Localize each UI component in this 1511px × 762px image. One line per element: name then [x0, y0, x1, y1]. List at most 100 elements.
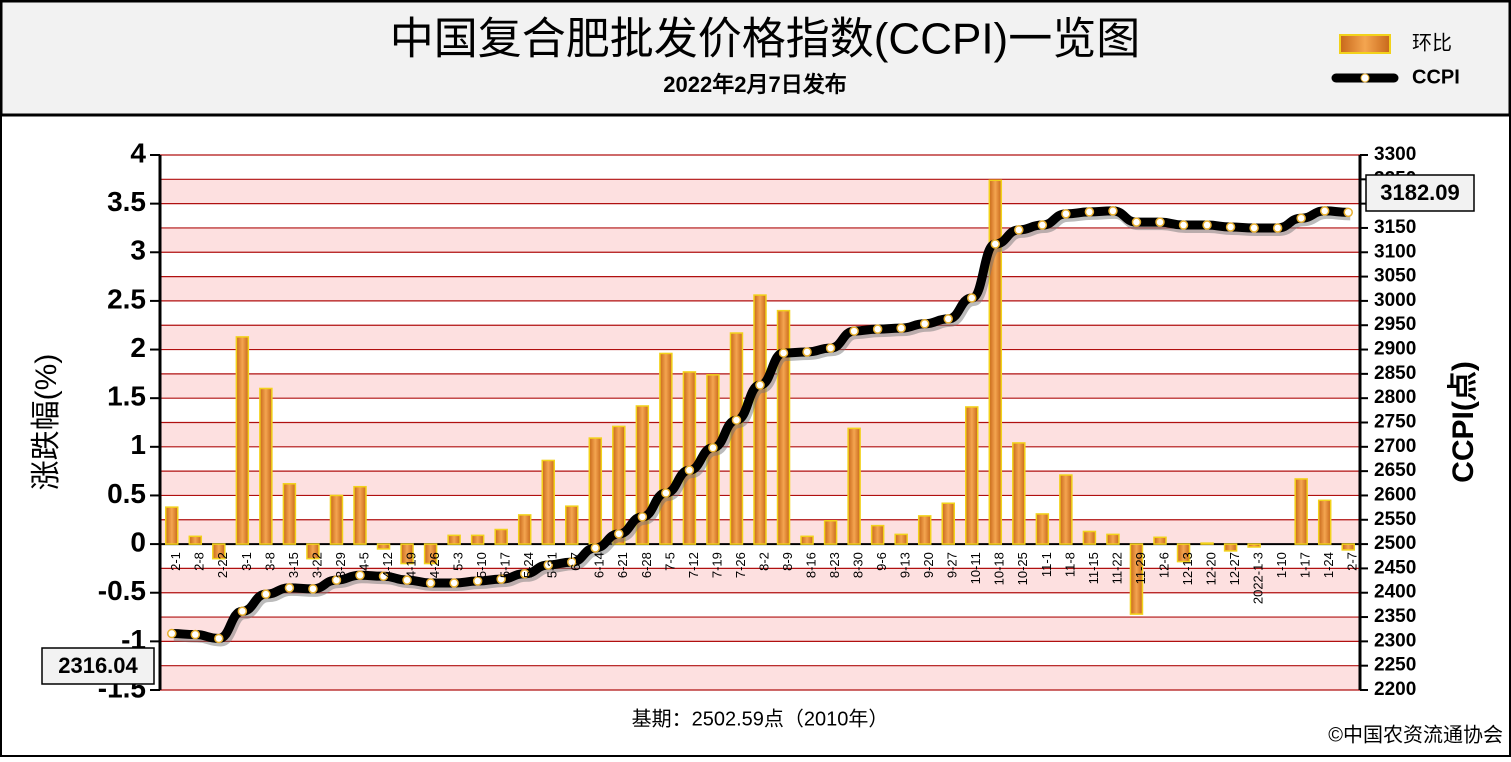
bar [1129, 543, 1144, 615]
y-tick-label: 0 [130, 526, 146, 557]
x-tick-label: 3-1 [239, 552, 254, 571]
bar [588, 437, 603, 545]
y2-tick-label: 2750 [1374, 412, 1416, 433]
ccpi-point [1249, 223, 1259, 233]
ccpi-point [661, 488, 671, 498]
ccpi-point [755, 380, 765, 390]
legend-swatch [1339, 34, 1391, 54]
bar [870, 524, 885, 545]
y-tick-label: 1 [130, 429, 146, 460]
y2-tick-label: 2250 [1374, 655, 1416, 676]
source: ©中国农资流通协会 [1328, 723, 1503, 746]
bar [1200, 542, 1214, 545]
ccpi-point [237, 606, 248, 616]
x-tick-label: 4-12 [380, 552, 395, 578]
bar [353, 485, 367, 545]
ccpi-point [425, 578, 436, 588]
x-tick-label: 6-14 [592, 552, 607, 578]
y-tick-label: 3.5 [107, 186, 146, 217]
x-tick-label: 4-26 [427, 552, 442, 578]
ccpi-point [543, 560, 553, 570]
y2-tick-label: 2950 [1374, 314, 1416, 335]
x-tick-label: 10-25 [1015, 552, 1030, 585]
ccpi-point [778, 348, 789, 358]
ccpi-point [402, 575, 412, 585]
y2-tick-label: 2600 [1374, 484, 1416, 505]
y2-tick-label: 3050 [1374, 266, 1416, 287]
x-tick-label: 6-28 [639, 552, 654, 578]
bar [659, 352, 673, 545]
x-tick-label: 7-5 [662, 552, 677, 571]
ccpi-point [1155, 217, 1165, 227]
bar [941, 502, 955, 545]
ccpi-point [284, 583, 295, 593]
x-tick-label: 5-24 [521, 552, 536, 578]
y2-tick-label: 2650 [1374, 460, 1416, 481]
grid-band [160, 252, 1360, 277]
bar [165, 506, 179, 545]
x-tick-label: 3-29 [333, 552, 348, 578]
y-axis-label: 涨跌幅(%) [30, 354, 63, 491]
y2-tick-label: 2850 [1374, 363, 1416, 384]
x-tick-label: 2-7 [1345, 552, 1360, 571]
ccpi-point [990, 239, 1001, 249]
y2-tick-label: 2450 [1374, 557, 1416, 578]
x-tick-label: 2-22 [215, 552, 230, 578]
ccpi-point [1084, 207, 1095, 217]
ccpi-point [1178, 220, 1189, 230]
x-tick-label: 8-2 [756, 552, 771, 571]
grid-band [160, 227, 1360, 253]
bar [753, 294, 767, 545]
bar [188, 535, 203, 545]
y2-tick-label: 2550 [1374, 509, 1416, 530]
bar [235, 336, 250, 545]
grid-band [160, 592, 1360, 618]
x-tick-label: 1-10 [1274, 552, 1289, 578]
bar [1176, 543, 1191, 563]
x-tick-label: 10-18 [992, 552, 1007, 585]
ccpi-point [967, 293, 977, 303]
ccpi-point [684, 465, 695, 475]
y2-tick-label: 2900 [1374, 339, 1416, 360]
ccpi-point [472, 576, 483, 586]
bar [541, 459, 555, 545]
x-tick-label: 2-8 [192, 552, 207, 571]
ccpi-point [308, 584, 318, 594]
x-tick-label: 5-17 [498, 552, 513, 578]
ccpi-point [331, 575, 342, 585]
x-tick-label: 4-19 [403, 552, 418, 578]
y2-tick-label: 2800 [1374, 387, 1416, 408]
x-tick-label: 12-6 [1156, 552, 1171, 578]
x-tick-label: 8-30 [851, 552, 866, 578]
ccpi-point [167, 628, 177, 639]
x-tick-label: 3-8 [262, 552, 277, 571]
ccpi-point [214, 633, 224, 644]
bar [423, 543, 438, 565]
bar [1106, 533, 1120, 545]
ccpi-point [849, 326, 859, 336]
x-tick-label: 7-26 [733, 552, 748, 578]
x-tick-label: 11-29 [1133, 552, 1148, 584]
legend-label: 环比 [1412, 31, 1452, 54]
bar [612, 425, 626, 545]
x-tick-label: 11-8 [1062, 552, 1077, 577]
ccpi-point [1272, 223, 1283, 233]
ccpi-point [919, 319, 930, 329]
ccpi-point [261, 589, 271, 599]
bar [894, 533, 908, 545]
ccpi-point [1225, 222, 1236, 232]
x-tick-label: 8-9 [780, 552, 795, 571]
legend-label: CCPI [1412, 66, 1460, 88]
x-tick-label: 2022-1-3 [1251, 552, 1266, 604]
x-tick-label: 4-5 [356, 552, 371, 571]
ccpi-point [637, 512, 648, 522]
ccpi-point [1319, 206, 1330, 216]
base-note: 基期：2502.59点（2010年） [632, 707, 889, 730]
bar [682, 371, 697, 545]
ccpi-point [825, 343, 836, 353]
y-tick-label: 1.5 [107, 381, 146, 412]
ccpi-point [378, 571, 389, 581]
chart-subtitle: 2022年2月7日发布 [663, 72, 846, 97]
grid-band [160, 544, 1360, 569]
